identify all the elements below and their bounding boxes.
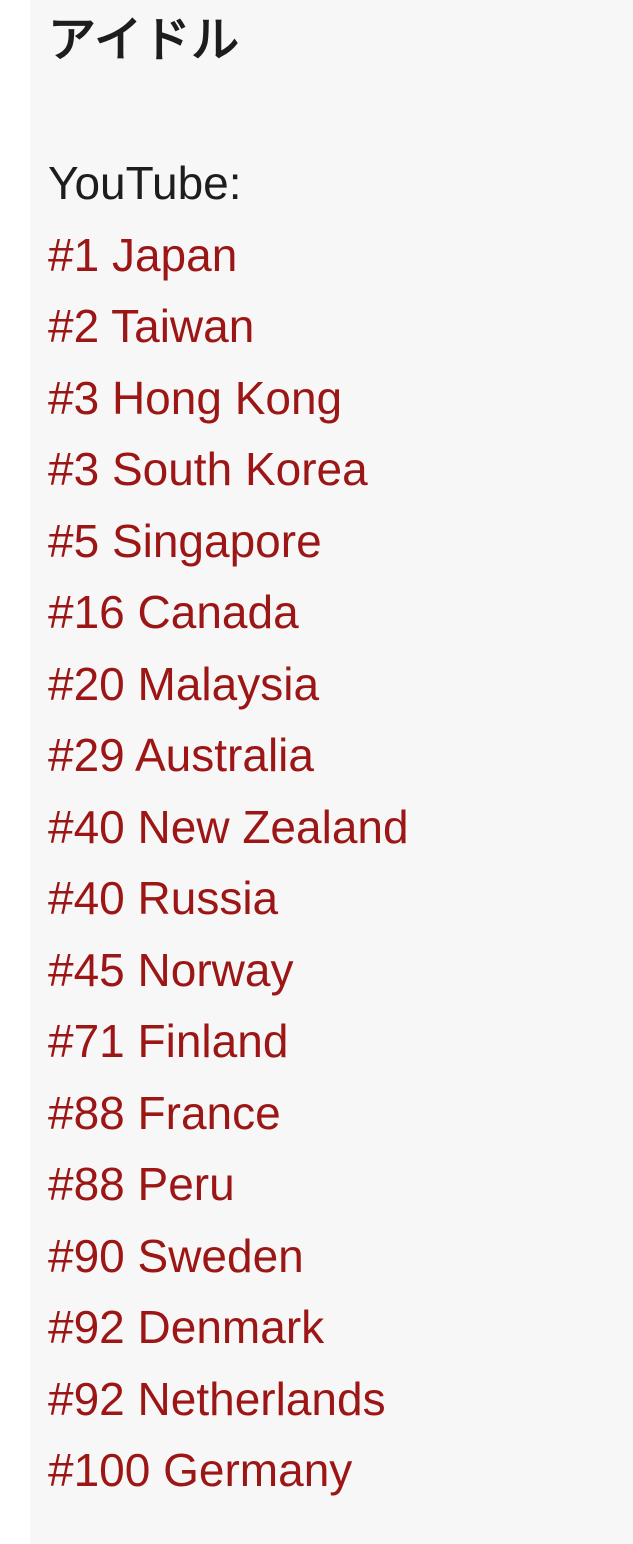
ranking-link-singapore[interactable]: #5 Singapore [48, 514, 322, 567]
ranking-link-norway[interactable]: #45 Norway [48, 943, 294, 996]
ranking-link-finland[interactable]: #71 Finland [48, 1015, 289, 1067]
ranking-link-hong-kong[interactable]: #3 Hong Kong [48, 371, 343, 424]
ranking-link-taiwan[interactable]: #2 Taiwan [48, 300, 255, 352]
ranking-link-denmark[interactable]: #92 Denmark [48, 1301, 325, 1353]
ranking-link-germany[interactable]: #100 Germany [48, 1444, 353, 1496]
ranking-link-japan[interactable]: #1 Japan [48, 228, 238, 281]
page-title: アイドル [48, 14, 240, 67]
content-panel: アイドル YouTube: #1 Japan #2 Taiwan #3 Hong… [30, 0, 633, 1544]
ranking-link-netherlands[interactable]: #92 Netherlands [48, 1372, 386, 1425]
ranking-link-malaysia[interactable]: #20 Malaysia [48, 657, 320, 710]
platform-label: YouTube: [48, 157, 242, 209]
left-gutter [0, 0, 30, 1544]
ranking-link-russia[interactable]: #40 Russia [48, 872, 279, 924]
ranking-link-peru[interactable]: #88 Peru [48, 1158, 235, 1210]
ranking-link-france[interactable]: #88 France [48, 1086, 281, 1139]
ranking-link-south-korea[interactable]: #3 South Korea [48, 443, 368, 495]
ranking-link-new-zealand[interactable]: #40 New Zealand [48, 800, 409, 853]
ranking-link-canada[interactable]: #16 Canada [48, 586, 299, 638]
youtube-rankings-list: YouTube: #1 Japan #2 Taiwan #3 Hong Kong… [48, 148, 623, 1507]
ranking-link-australia[interactable]: #29 Australia [48, 729, 314, 781]
ranking-link-sweden[interactable]: #90 Sweden [48, 1229, 304, 1282]
